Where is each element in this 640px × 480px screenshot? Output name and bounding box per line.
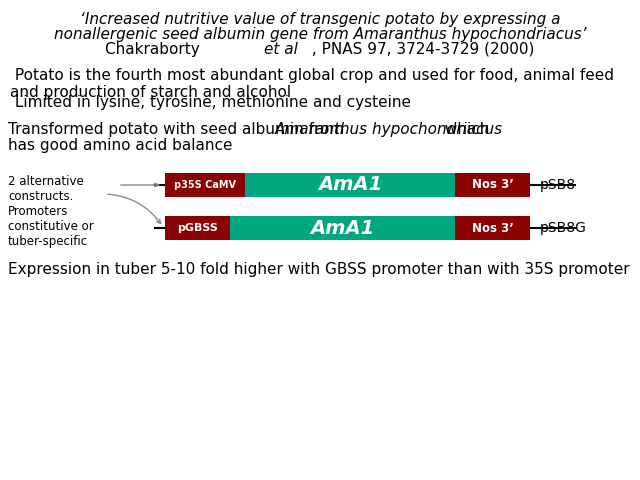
Text: Nos 3’: Nos 3’ bbox=[472, 179, 513, 192]
Text: which: which bbox=[440, 122, 489, 137]
Text: Potato is the fourth most abundant global crop and used for food, animal feed
an: Potato is the fourth most abundant globa… bbox=[10, 68, 614, 100]
Text: Amaranthus hypochondriacus: Amaranthus hypochondriacus bbox=[275, 122, 503, 137]
Bar bbox=[455, 173, 530, 197]
Text: Transformed potato with seed albumin from: Transformed potato with seed albumin fro… bbox=[8, 122, 349, 137]
Text: et al: et al bbox=[264, 42, 298, 57]
Text: Limited in lysine, tyrosine, methionine and cysteine: Limited in lysine, tyrosine, methionine … bbox=[10, 95, 411, 110]
Bar bbox=[455, 216, 530, 240]
Bar bbox=[230, 216, 455, 240]
Text: AmA1: AmA1 bbox=[318, 176, 382, 194]
Text: p35S CaMV: p35S CaMV bbox=[174, 180, 236, 190]
Bar bbox=[245, 173, 455, 197]
Text: nonallergenic seed albumin gene from Amaranthus hypochondriacus’: nonallergenic seed albumin gene from Ama… bbox=[54, 27, 586, 42]
Bar bbox=[165, 173, 245, 197]
Text: ‘Increased nutritive value of transgenic potato by expressing a: ‘Increased nutritive value of transgenic… bbox=[80, 12, 560, 27]
Text: Nos 3’: Nos 3’ bbox=[472, 221, 513, 235]
Text: pSB8: pSB8 bbox=[540, 178, 576, 192]
Text: has good amino acid balance: has good amino acid balance bbox=[8, 138, 232, 153]
FancyArrowPatch shape bbox=[121, 183, 159, 187]
Text: Expression in tuber 5-10 fold higher with GBSS promoter than with 35S promoter: Expression in tuber 5-10 fold higher wit… bbox=[8, 262, 630, 277]
Text: AmA1: AmA1 bbox=[310, 218, 374, 238]
Text: Chakraborty                       , PNAS 97, 3724-3729 (2000): Chakraborty , PNAS 97, 3724-3729 (2000) bbox=[106, 42, 534, 57]
Text: pGBSS: pGBSS bbox=[177, 223, 218, 233]
Text: 2 alternative
constructs.
Promoters
constitutive or
tuber-specific: 2 alternative constructs. Promoters cons… bbox=[8, 175, 93, 248]
Text: pSB8G: pSB8G bbox=[540, 221, 587, 235]
FancyArrowPatch shape bbox=[108, 194, 161, 224]
Bar bbox=[165, 216, 230, 240]
